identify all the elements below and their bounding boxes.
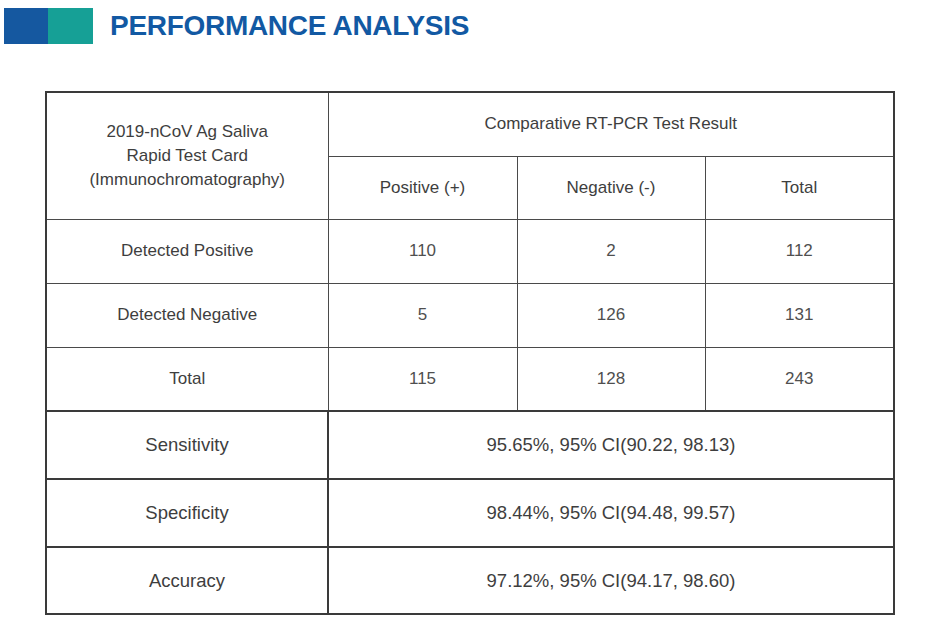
corner-header-line-1: 2019-nCoV Ag Saliva: [47, 120, 328, 144]
column-header-total: Total: [705, 156, 894, 219]
data-cell: 243: [705, 347, 894, 411]
data-cell: 115: [328, 347, 517, 411]
row-label-cell: Total: [46, 347, 328, 411]
column-header-positive: Positive (+): [328, 156, 517, 219]
row-label-cell: Detected Negative: [46, 283, 328, 347]
metric-row-accuracy: Accuracy 97.12%, 95% CI(94.17, 98.60): [46, 547, 894, 614]
data-cell: 112: [705, 219, 894, 283]
row-label-cell: Detected Positive: [46, 219, 328, 283]
metric-row-sensitivity: Sensitivity 95.65%, 95% CI(90.22, 98.13): [46, 411, 894, 479]
group-header-row: 2019-nCoV Ag Saliva Rapid Test Card (Imm…: [46, 92, 894, 156]
metric-label-cell: Sensitivity: [46, 411, 328, 479]
metric-value-cell: 95.65%, 95% CI(90.22, 98.13): [328, 411, 894, 479]
data-cell: 5: [328, 283, 517, 347]
results-table: 2019-nCoV Ag Saliva Rapid Test Card (Imm…: [45, 91, 895, 615]
metric-value-cell: 98.44%, 95% CI(94.48, 99.57): [328, 479, 894, 547]
metric-row-specificity: Specificity 98.44%, 95% CI(94.48, 99.57): [46, 479, 894, 547]
table-row-total: Total 115 128 243: [46, 347, 894, 411]
group-header-cell: Comparative RT-PCR Test Result: [328, 92, 894, 156]
data-cell: 110: [328, 219, 517, 283]
logo-teal-square: [48, 8, 93, 44]
data-cell: 131: [705, 283, 894, 347]
data-cell: 2: [517, 219, 705, 283]
banner: PERFORMANCE ANALYSIS: [4, 8, 469, 44]
metric-label-cell: Accuracy: [46, 547, 328, 614]
corner-header-line-2: Rapid Test Card: [47, 144, 328, 168]
page: PERFORMANCE ANALYSIS 2019-nCoV Ag Saliva…: [0, 0, 938, 643]
corner-header-cell: 2019-nCoV Ag Saliva Rapid Test Card (Imm…: [46, 92, 328, 219]
table-row-detected-negative: Detected Negative 5 126 131: [46, 283, 894, 347]
data-cell: 126: [517, 283, 705, 347]
metric-label-cell: Specificity: [46, 479, 328, 547]
corner-header-line-3: (Immunochromatography): [47, 168, 328, 192]
column-header-negative: Negative (-): [517, 156, 705, 219]
data-cell: 128: [517, 347, 705, 411]
logo-blue-square: [4, 8, 48, 44]
page-title: PERFORMANCE ANALYSIS: [110, 10, 469, 42]
table-row-detected-positive: Detected Positive 110 2 112: [46, 219, 894, 283]
metric-value-cell: 97.12%, 95% CI(94.17, 98.60): [328, 547, 894, 614]
